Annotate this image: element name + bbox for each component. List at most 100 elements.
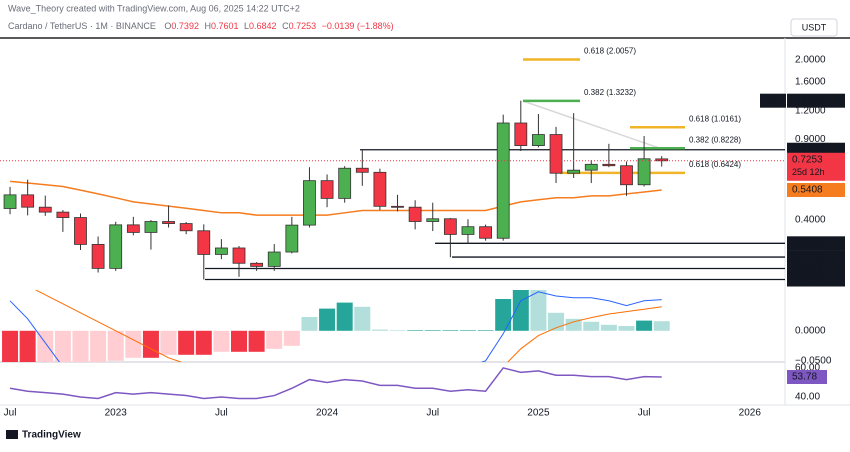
- macd-macd-line: [9, 291, 662, 362]
- macd-bar: [618, 326, 635, 331]
- countdown-label: 25d 12h: [792, 167, 825, 177]
- rsi-line: [9, 367, 662, 400]
- fib-label: 0.618 (1.0161): [689, 114, 741, 123]
- macd-bar: [231, 330, 248, 352]
- candle-body: [655, 158, 669, 162]
- level-label-box: [787, 236, 845, 251]
- fib-label: 0.618 (2.0057): [584, 47, 636, 56]
- candle-body: [532, 134, 545, 146]
- macd-panel: [2, 290, 670, 362]
- candle-body: [109, 224, 123, 269]
- macd-bar: [583, 321, 600, 331]
- currency-button[interactable]: [790, 18, 838, 37]
- macd-bar: [72, 330, 89, 362]
- x-tick-label: 2023: [105, 408, 128, 419]
- macd-bar: [389, 330, 406, 331]
- macd-bar: [125, 330, 142, 358]
- x-tick-label: 2026: [739, 408, 762, 419]
- level-label-box: [787, 272, 845, 287]
- x-tick-label: Jul: [215, 408, 228, 419]
- candle-body: [144, 221, 158, 233]
- last-price-label: 0.7253: [792, 154, 823, 165]
- macd-bar: [178, 330, 195, 355]
- symbol-line: Cardano / TetherUS · 1M · BINANCE O0.739…: [8, 21, 394, 31]
- candle-body: [479, 226, 492, 239]
- macd-bar: [336, 302, 353, 331]
- rsi-tick-label: 40.00: [795, 392, 820, 403]
- candle-body: [637, 158, 651, 186]
- macd-bar: [160, 330, 177, 355]
- brand-logo: [6, 430, 18, 439]
- y-tick-label: 1.6000: [795, 77, 826, 88]
- level-label: 0.2756: [792, 252, 823, 263]
- candle-body: [21, 194, 35, 208]
- ohlc-letter: L: [244, 21, 249, 31]
- high-value: 1.3264: [792, 95, 823, 106]
- candle-body: [303, 180, 316, 226]
- candle-body: [179, 223, 193, 232]
- candle-body: [232, 247, 246, 264]
- x-tick-label: Jul: [426, 408, 439, 419]
- x-tick-label: Jul: [638, 408, 651, 419]
- candle-body: [443, 218, 457, 235]
- macd-bar: [248, 330, 265, 352]
- rsi-panel: [9, 367, 662, 400]
- fib-label: 0.382 (1.3232): [584, 88, 636, 97]
- ohlc-open: 0.7392: [171, 21, 199, 31]
- currency-label[interactable]: USDT: [802, 22, 827, 32]
- macd-bar: [213, 330, 230, 352]
- high-tag-box: [760, 93, 786, 108]
- macd-bar: [54, 330, 71, 362]
- price-panel: [0, 58, 785, 281]
- candle-body: [3, 194, 17, 209]
- symbol: Cardano / TetherUS · 1M · BINANCE: [8, 21, 156, 31]
- ohlc-letter: C: [282, 21, 289, 31]
- macd-tick-label: −0.0500: [795, 355, 832, 366]
- macd-bar: [442, 330, 459, 331]
- overlay: 2.0000 1.6000 1.2000 0.9000 0.4000 0.0000 −0.0…: [4, 47, 845, 419]
- macd-bar: [37, 330, 54, 362]
- candle-body: [91, 244, 105, 269]
- level-label-box: [787, 261, 845, 276]
- macd-bar: [565, 318, 582, 331]
- ma-value: 0.5408: [792, 185, 823, 196]
- candle-body: [214, 247, 228, 255]
- rsi-value-box: [787, 369, 827, 384]
- macd-bar: [319, 308, 336, 331]
- candle-body: [38, 206, 52, 213]
- level-label: 0.8104: [792, 144, 823, 155]
- ohlc-low: 0.6842: [249, 21, 277, 31]
- candle-body: [602, 163, 616, 167]
- macd-bar: [283, 330, 300, 346]
- macd-bar: [266, 330, 283, 349]
- candle-body: [496, 122, 510, 239]
- candle-body: [373, 171, 387, 207]
- high-value-box: [787, 93, 845, 108]
- author-line: Wave_Theory created with TradingView.com…: [8, 3, 300, 13]
- level-label-box: [787, 250, 845, 265]
- candle-body: [408, 206, 422, 222]
- macd-bar: [424, 330, 441, 331]
- y-tick-label: 0.4000: [795, 215, 826, 226]
- candle-body: [56, 211, 70, 218]
- macd-bar: [107, 330, 124, 361]
- macd-bar: [495, 299, 512, 331]
- candle-body: [126, 224, 140, 233]
- ma-value-box: [787, 182, 845, 197]
- macd-bar: [142, 330, 159, 358]
- x-tick-label: 2024: [316, 408, 339, 419]
- last-price-box: [787, 152, 845, 181]
- high-tag: High: [764, 95, 783, 105]
- macd-tick-label: 0.0000: [795, 325, 826, 336]
- y-tick-label: 1.2000: [795, 105, 826, 116]
- brand-name: TradingView: [22, 430, 81, 441]
- candle-body: [355, 167, 369, 173]
- level-label: 0.2200: [792, 274, 823, 285]
- rsi-tick-label: 60.00: [795, 363, 820, 374]
- candle-body: [250, 262, 264, 267]
- candle-body: [338, 167, 352, 199]
- level-label: 0.2458: [792, 263, 823, 274]
- candle-body: [74, 217, 87, 245]
